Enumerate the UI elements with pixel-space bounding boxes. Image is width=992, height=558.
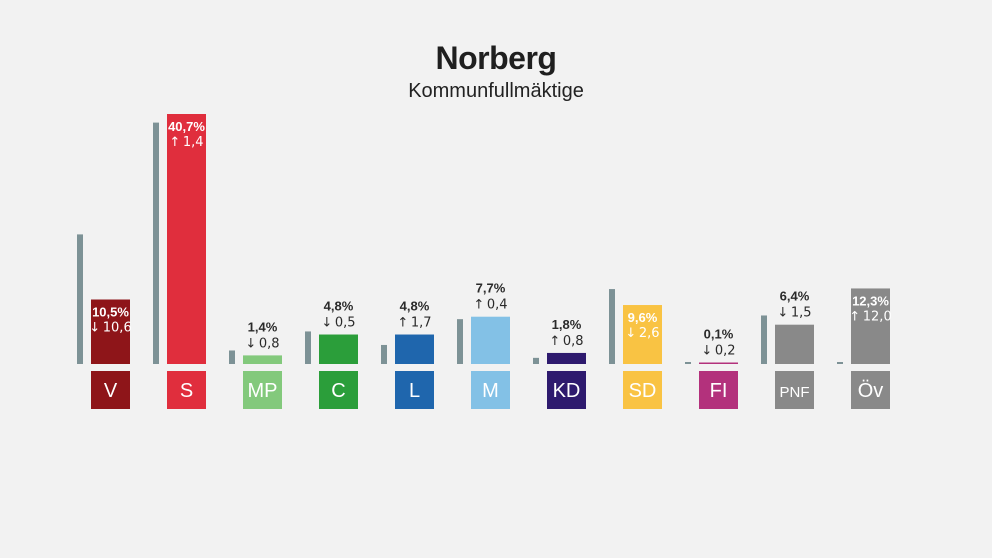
change-label-ov: ↑ 12,0 xyxy=(849,309,891,324)
party-label-box-ov xyxy=(851,371,890,409)
party-label-c: C xyxy=(331,380,345,402)
chart-title: Norberg xyxy=(435,40,557,76)
party-label-box-sd xyxy=(623,371,662,409)
party-label-box-l xyxy=(395,371,434,409)
party-label-m: M xyxy=(482,380,499,402)
party-label-sd: SD xyxy=(629,380,657,402)
party-label-v: V xyxy=(104,380,118,402)
change-label-pnf: ↓ 1,5 xyxy=(777,306,811,321)
value-label-s: 40,7% xyxy=(168,119,205,134)
value-label-m: 7,7% xyxy=(476,281,506,296)
party-label-pnf: PNF xyxy=(780,384,810,401)
bar-kd xyxy=(547,352,586,364)
party-label-box-v xyxy=(91,371,130,409)
bar-pnf xyxy=(775,324,814,364)
value-label-sd: 9,6% xyxy=(628,310,658,325)
change-label-v: ↓ 10,6 xyxy=(89,321,131,336)
change-label-c: ↓ 0,5 xyxy=(321,316,355,331)
party-label-box-c xyxy=(319,371,358,409)
previous-bar-m xyxy=(457,319,463,364)
value-label-ov: 12,3% xyxy=(852,293,889,308)
change-label-mp: ↓ 0,8 xyxy=(245,336,279,351)
chart-subtitle: Kommunfullmäktige xyxy=(408,80,584,102)
value-label-pnf: 6,4% xyxy=(780,289,810,304)
value-label-kd: 1,8% xyxy=(552,317,582,332)
party-label-mp: MP xyxy=(248,380,278,402)
party-label-box-fi xyxy=(699,371,738,409)
value-label-c: 4,8% xyxy=(324,299,354,314)
party-label-kd: KD xyxy=(553,380,581,402)
previous-bar-fi xyxy=(685,362,691,364)
party-label-s: S xyxy=(180,380,193,402)
previous-bar-v xyxy=(77,234,83,364)
bar-ov xyxy=(851,288,890,364)
previous-bar-mp xyxy=(229,350,235,364)
change-label-kd: ↑ 0,8 xyxy=(549,334,583,349)
bar-fi xyxy=(699,362,738,364)
previous-bar-pnf xyxy=(761,315,767,364)
party-label-ov: Öv xyxy=(858,380,884,402)
party-label-l: L xyxy=(409,380,420,402)
change-label-m: ↑ 0,4 xyxy=(473,298,507,313)
bar-mp xyxy=(243,355,282,364)
previous-bar-c xyxy=(305,331,311,364)
bar-s xyxy=(167,114,206,364)
previous-bar-kd xyxy=(533,357,539,364)
previous-bar-sd xyxy=(609,289,615,364)
previous-bar-s xyxy=(153,122,159,364)
change-label-l: ↑ 1,7 xyxy=(397,316,431,331)
value-label-mp: 1,4% xyxy=(248,319,278,334)
change-label-fi: ↓ 0,2 xyxy=(701,344,735,359)
party-label-box-kd xyxy=(547,371,586,409)
party-label-box-mp xyxy=(243,371,282,409)
bar-c xyxy=(319,334,358,364)
previous-bar-ov xyxy=(837,362,843,364)
bar-l xyxy=(395,334,434,364)
value-label-v: 10,5% xyxy=(92,305,129,320)
bar-v xyxy=(91,299,130,364)
party-label-box-pnf xyxy=(775,371,814,409)
previous-bar-l xyxy=(381,344,387,364)
change-label-sd: ↓ 2,6 xyxy=(625,326,659,341)
party-label-fi: FI xyxy=(710,380,728,402)
party-label-box-m xyxy=(471,371,510,409)
party-label-box-s xyxy=(167,371,206,409)
bar-m xyxy=(471,316,510,364)
value-label-l: 4,8% xyxy=(400,299,430,314)
value-label-fi: 0,1% xyxy=(704,327,734,342)
change-label-s: ↑ 1,4 xyxy=(169,135,203,150)
bar-sd xyxy=(623,305,662,364)
